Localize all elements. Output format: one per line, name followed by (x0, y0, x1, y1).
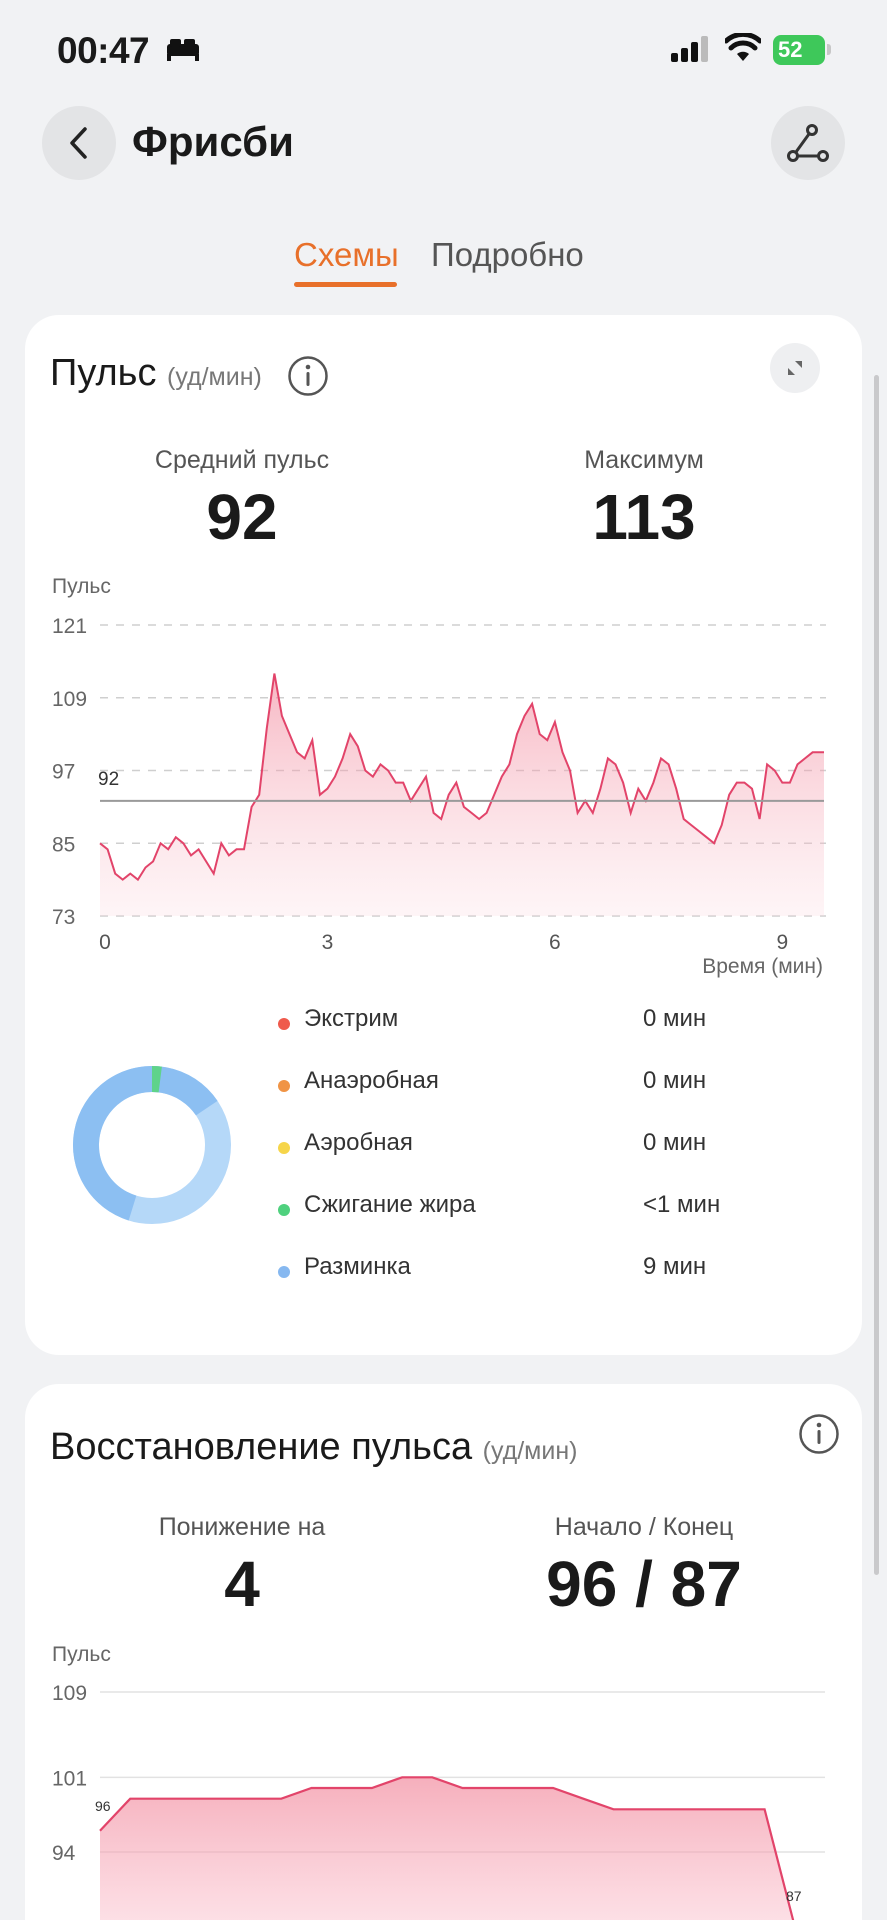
pulse-xtick-label: 3 (322, 931, 334, 954)
recovery-chart: 109 101 94 96 87 (52, 1682, 825, 1920)
legend-zone-name: Сжигание жира (304, 1191, 476, 1218)
legend-dot (278, 1266, 290, 1278)
recovery-ytick-label: 94 (52, 1842, 76, 1865)
route-icon (787, 124, 829, 162)
drop-label: Понижение на (158, 1513, 326, 1541)
route-button[interactable] (771, 106, 845, 180)
zone-donut-chart (73, 1066, 231, 1224)
avg-pulse-value: 92 (206, 481, 278, 553)
legend-zone-value: 0 мин (643, 1129, 707, 1156)
avg-reference-label: 92 (98, 769, 119, 790)
recovery-ytick-label: 109 (52, 1682, 87, 1705)
donut-fatburn-segment (73, 1066, 231, 1224)
signal-icon (671, 36, 708, 62)
info-icon[interactable] (287, 355, 329, 397)
recovery-info-icon[interactable] (798, 1413, 840, 1455)
recovery-unit: (уд/мин) (482, 1437, 578, 1465)
pulse-ytick-label: 73 (52, 906, 75, 929)
recovery-line (99, 1776, 795, 1920)
bed-icon (167, 39, 199, 61)
back-button[interactable] (42, 106, 116, 180)
tab-active-indicator (294, 282, 397, 287)
legend-zone-name: Разминка (304, 1253, 411, 1280)
recovery-area (100, 1777, 794, 1920)
legend-dot (278, 1080, 290, 1092)
pulse-xtick-label: 0 (99, 931, 111, 954)
pulse-chart-ylabel: Пульс (52, 575, 111, 598)
tab-schemes[interactable]: Схемы (294, 236, 399, 273)
pulse-ytick-label: 109 (52, 688, 87, 711)
max-pulse-label: Максимум (584, 446, 704, 474)
pulse-xtick-label: 9 (776, 931, 788, 954)
recovery-card-title: Восстановление пульса (уд/мин) (50, 1426, 577, 1469)
battery-indicator: 52 (773, 35, 825, 65)
drop-value: 4 (224, 1548, 260, 1620)
status-time: 00:47 (57, 30, 150, 71)
legend-dot (278, 1018, 290, 1030)
status-bar: 00:47 52 (0, 0, 887, 100)
recovery-title: Восстановление пульса (50, 1426, 473, 1468)
tab-details[interactable]: Подробно (431, 236, 584, 273)
recovery-chart-ylabel: Пульс (52, 1643, 111, 1666)
legend-dot (278, 1204, 290, 1216)
legend-zone-name: Экстрим (304, 1005, 399, 1032)
legend-zone-value: <1 мин (643, 1191, 721, 1218)
max-pulse-value: 113 (592, 481, 696, 553)
recovery-end-label: 87 (786, 1888, 802, 1904)
startend-value: 96 / 87 (546, 1548, 742, 1620)
recovery-start-label: 96 (95, 1798, 111, 1814)
recovery-ytick-label: 101 (52, 1767, 87, 1790)
pulse-line (99, 673, 824, 882)
scrollbar[interactable] (874, 375, 879, 1575)
page-title: Фрисби (132, 118, 294, 165)
battery-cap (827, 44, 831, 55)
pulse-ytick-label: 85 (52, 833, 75, 856)
legend-zone-value: 0 мин (643, 1067, 707, 1094)
chevron-left-icon (70, 127, 87, 159)
pulse-ytick-label: 97 (52, 761, 75, 784)
battery-level: 52 (778, 37, 803, 62)
expand-button[interactable] (770, 343, 820, 393)
pulse-unit: (уд/мин) (167, 363, 262, 391)
pulse-title: Пульс (50, 352, 157, 394)
pulse-chart: 121 109 97 85 73 92 0 3 6 9 Время (мин) (52, 615, 826, 978)
pulse-card-title: Пульс (уд/мин) (50, 352, 262, 395)
avg-pulse-label: Средний пульс (154, 446, 330, 474)
expand-icon (788, 361, 802, 375)
legend-zone-value: 0 мин (643, 1005, 707, 1032)
pulse-area (100, 673, 824, 916)
startend-label: Начало / Конец (554, 1513, 734, 1541)
pulse-ytick-label: 121 (52, 615, 87, 638)
wifi-icon (725, 33, 761, 61)
legend-dot (278, 1142, 290, 1154)
legend-zone-name: Аэробная (304, 1129, 413, 1156)
pulse-xtick-label: 6 (549, 931, 561, 954)
pulse-chart-xlabel: Время (мин) (702, 955, 823, 978)
legend-zone-name: Анаэробная (304, 1067, 439, 1094)
legend-zone-value: 9 мин (643, 1253, 707, 1280)
donut-warmup-segment (73, 1066, 231, 1224)
